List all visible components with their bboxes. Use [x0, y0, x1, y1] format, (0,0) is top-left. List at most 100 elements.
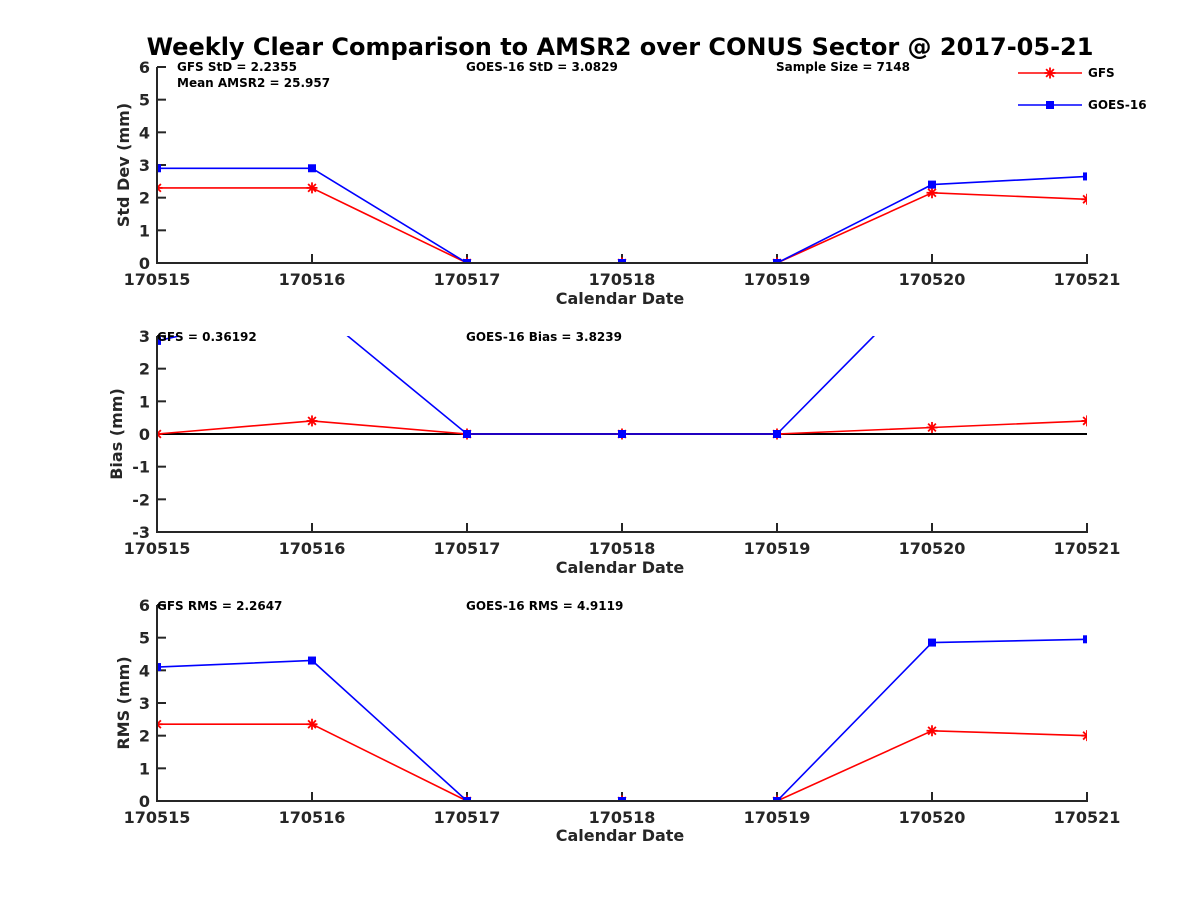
std-dev-gfs-point	[157, 182, 163, 194]
rms-goes16-point	[928, 638, 936, 647]
bias-y-tick-label: 2	[139, 360, 150, 379]
rms-y-tick-label: 5	[139, 629, 150, 648]
bias-x-tick-label: 170521	[1054, 539, 1121, 558]
std-dev-y-tick-label: 5	[139, 91, 150, 110]
panel-rms: 170515 170516 170517 170518 170519 170520 1705…	[114, 596, 1120, 845]
panel-std-dev: GFS StD = 2.2355 Mean AMSR2 = 25.957 GOE…	[114, 58, 1120, 308]
std-dev-x-tick-label: 170516	[279, 270, 346, 289]
std-dev-y-tick-label: 0	[139, 254, 150, 273]
rms-x-tick-label: 170515	[124, 808, 191, 827]
gfs-rms-stat: GFS RMS = 2.2647	[157, 599, 282, 613]
panel-bias: 170515 170516 170517 170518 170519 170520 1705…	[107, 303, 1121, 577]
bias-gfs-point	[1081, 415, 1087, 427]
std-dev-gfs-line	[157, 187, 1087, 263]
rms-y-tick-label: 1	[139, 759, 150, 778]
rms-goes16-point	[1083, 635, 1087, 644]
goes16-std-stat: GOES-16 StD = 3.0829	[466, 60, 618, 74]
legend-goes16-marker	[1046, 101, 1054, 109]
rms-y-tick-label: 3	[139, 694, 150, 713]
std-dev-y-tick-label: 1	[139, 221, 150, 240]
bias-gfs-point	[306, 415, 318, 427]
rms-y-axis-label: RMS (mm)	[114, 656, 133, 749]
bias-goes16-point	[157, 336, 161, 345]
bias-x-tick-label: 170515	[124, 539, 191, 558]
bias-y-axis-label: Bias (mm)	[107, 388, 126, 480]
rms-x-tick-label: 170518	[589, 808, 656, 827]
rms-series	[157, 635, 1087, 801]
rms-gfs-line	[157, 723, 1087, 801]
rms-y-tick-label: 0	[139, 792, 150, 811]
rms-goes16-point	[157, 663, 161, 672]
rms-goes16-point	[308, 656, 316, 665]
std-dev-x-tick-label: 170521	[1054, 270, 1121, 289]
std-dev-y-tick-label: 4	[139, 123, 150, 142]
std-dev-x-tick-label: 170517	[434, 270, 501, 289]
std-dev-axis-ticks: 170515 170516 170517 170518 170519 170520 1705…	[124, 58, 1121, 289]
std-dev-y-tick-label: 6	[139, 58, 150, 77]
rms-axis-ticks: 170515 170516 170517 170518 170519 170520 1705…	[124, 596, 1121, 827]
legend-gfs-marker	[1044, 67, 1056, 79]
mean-amsr2-stat: Mean AMSR2 = 25.957	[177, 76, 330, 90]
bias-gfs-point	[926, 421, 938, 433]
legend-gfs-label: GFS	[1088, 66, 1115, 80]
rms-x-tick-label: 170521	[1054, 808, 1121, 827]
rms-y-tick-label: 4	[139, 661, 150, 680]
std-dev-x-tick-label: 170515	[124, 270, 191, 289]
bias-x-tick-label: 170520	[899, 539, 966, 558]
std-dev-y-tick-label: 2	[139, 189, 150, 208]
bias-x-tick-label: 170516	[279, 539, 346, 558]
std-dev-axes	[156, 67, 1088, 264]
rms-gfs-point	[926, 725, 938, 737]
rms-gfs-point	[157, 718, 163, 730]
std-dev-y-tick-label: 3	[139, 156, 150, 175]
bias-y-tick-label: -2	[132, 490, 150, 509]
bias-goes16-point	[618, 430, 626, 438]
std-dev-goes16-point	[308, 164, 316, 173]
std-dev-gfs-point	[1081, 193, 1087, 205]
bias-series	[157, 303, 1087, 440]
bias-x-tick-label: 170518	[589, 539, 656, 558]
gfs-std-stat: GFS StD = 2.2355	[177, 60, 297, 74]
sample-size-stat: Sample Size = 7148	[776, 60, 910, 74]
std-dev-y-axis-label: Std Dev (mm)	[114, 103, 133, 227]
std-dev-x-tick-label: 170519	[744, 270, 811, 289]
rms-gfs-point	[306, 718, 318, 730]
legend-marker-symbol	[1044, 67, 1056, 79]
gfs-bias-stat: GFS = 0.36192	[157, 330, 257, 344]
bias-axis-ticks: 170515 170516 170517 170518 170519 170520 1705…	[124, 327, 1121, 558]
std-dev-goes16-point	[1083, 172, 1087, 181]
rms-axes	[156, 605, 1088, 802]
std-dev-gfs-point	[306, 182, 318, 194]
bias-goes16-point	[309, 303, 316, 310]
rms-x-tick-label: 170517	[434, 808, 501, 827]
bias-x-tick-label: 170517	[434, 539, 501, 558]
rms-y-tick-label: 6	[139, 596, 150, 615]
rms-goes16-point	[773, 797, 781, 801]
bias-y-tick-label: -3	[132, 523, 150, 542]
std-dev-goes16-point	[618, 259, 626, 263]
legend: GFS GOES-16	[1018, 66, 1147, 112]
bias-y-tick-label: -1	[132, 458, 150, 477]
rms-goes16-point	[463, 797, 471, 801]
bias-goes16-point	[463, 430, 471, 438]
bias-x-tick-label: 170519	[744, 539, 811, 558]
rms-y-tick-label: 2	[139, 727, 150, 746]
goes16-rms-stat: GOES-16 RMS = 4.9119	[466, 599, 623, 613]
bias-gfs-point	[157, 428, 163, 440]
std-dev-goes16-point	[463, 259, 471, 263]
bias-goes16-point	[773, 430, 781, 438]
bias-y-tick-label: 1	[139, 392, 150, 411]
std-dev-goes16-point	[157, 164, 161, 173]
legend-marker-symbol	[1046, 101, 1054, 109]
rms-x-tick-label: 170516	[279, 808, 346, 827]
std-dev-series	[157, 164, 1087, 263]
rms-x-tick-label: 170519	[744, 808, 811, 827]
std-dev-goes16-point	[928, 180, 936, 189]
rms-goes16-point	[618, 797, 626, 801]
std-dev-x-tick-label: 170518	[589, 270, 656, 289]
bias-axes	[156, 336, 1088, 533]
std-dev-x-tick-label: 170520	[899, 270, 966, 289]
std-dev-goes16-line	[157, 167, 1087, 263]
